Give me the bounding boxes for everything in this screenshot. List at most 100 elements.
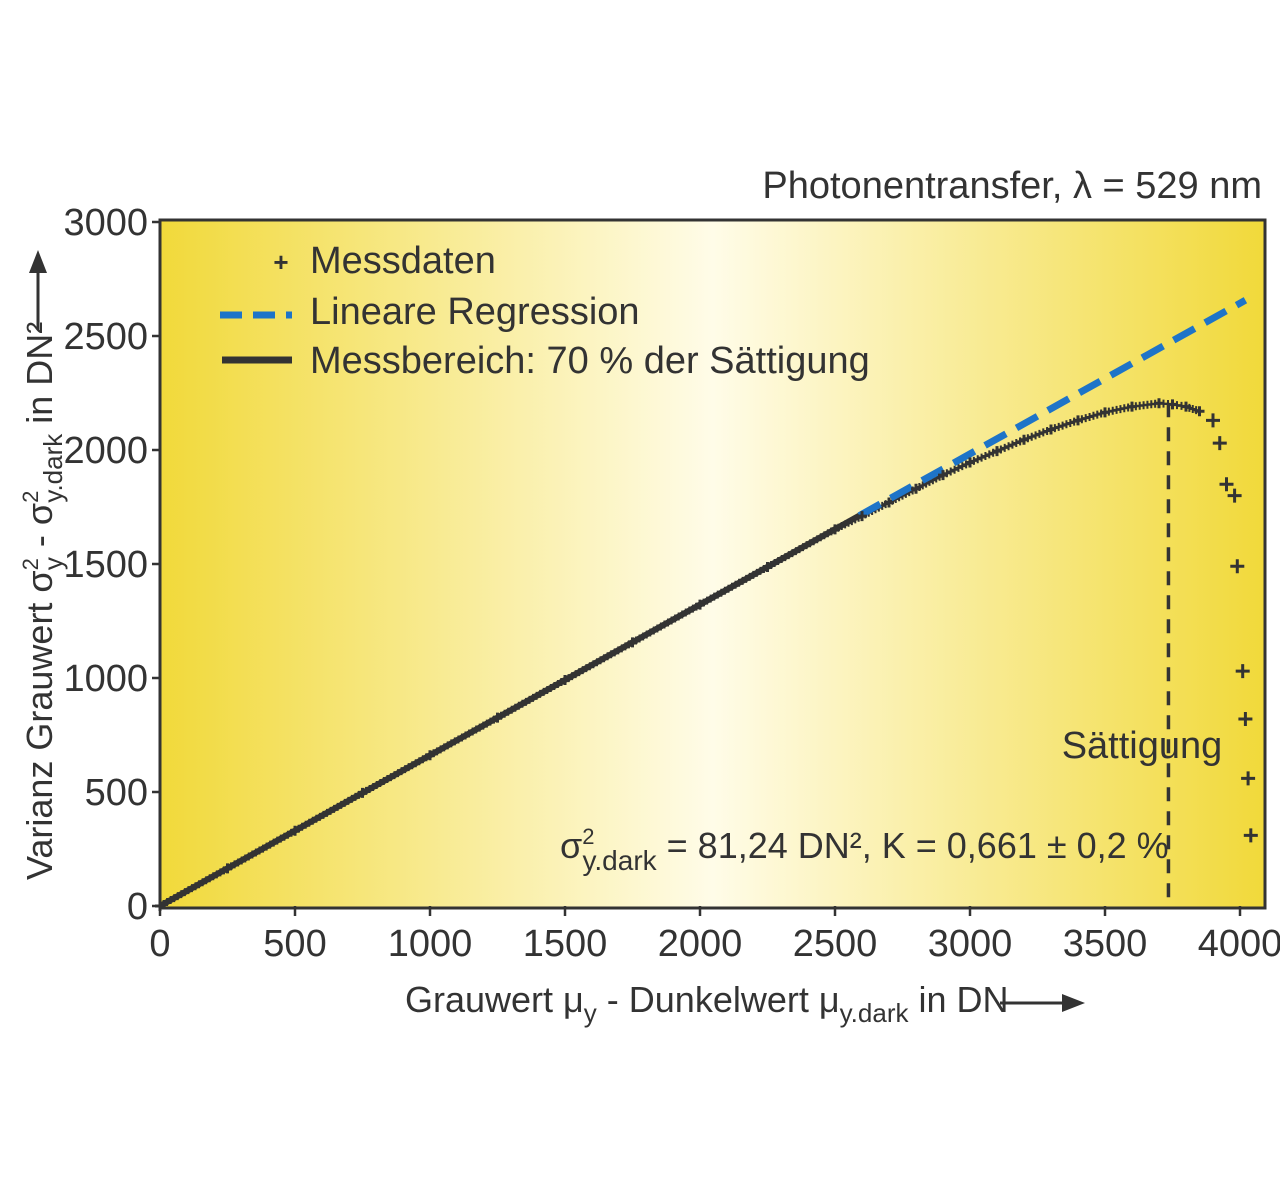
x-tick-label-1500: 1500 — [523, 923, 608, 965]
params-sup: 2 — [582, 824, 594, 849]
data-band-plus — [1062, 420, 1071, 429]
data-point — [1154, 398, 1164, 409]
data-point — [1046, 424, 1056, 435]
data-point — [1230, 559, 1245, 574]
data-point — [830, 524, 840, 535]
data-point — [1241, 771, 1256, 786]
y-tick-label-0: 0 — [127, 886, 148, 928]
y-tick-label-3000: 3000 — [63, 202, 148, 244]
data-point — [992, 446, 1002, 457]
data-point — [1243, 828, 1258, 843]
xlabel-a: Grauwert μ — [405, 979, 584, 1020]
regression-line — [857, 297, 1248, 519]
data-band-plus — [973, 455, 982, 464]
data-point — [1235, 664, 1250, 679]
data-point — [938, 470, 948, 481]
data-point — [1073, 415, 1083, 426]
data-band-plus — [1008, 440, 1017, 449]
params-rest: = 81,24 DN², K = 0,661 ± 0,2 % — [657, 825, 1169, 866]
data-point — [1219, 477, 1234, 492]
ylabel-a-sup: 2 — [18, 558, 43, 570]
saturation-label: Sättigung — [1062, 725, 1223, 767]
data-point — [627, 637, 638, 648]
x-axis-arrow-icon — [1000, 994, 1085, 1012]
data-band-plus — [1031, 431, 1040, 440]
y-tick-label-500: 500 — [85, 772, 148, 814]
legend-label-messbereich: Messbereich: 70 % der Sättigung — [310, 340, 870, 382]
legend: + Messdaten Lineare Regression Messberei… — [220, 240, 870, 382]
y-tick-label-1500: 1500 — [63, 544, 148, 586]
messbereich-line — [158, 513, 861, 909]
legend-marker-plus: + — [273, 247, 288, 277]
data-band-plus — [985, 450, 994, 459]
data-point — [290, 825, 300, 836]
ylabel-b-sub: y.dark — [38, 433, 68, 503]
data-point — [884, 497, 894, 508]
data-band-plus — [1066, 418, 1075, 427]
data-point — [1227, 488, 1242, 503]
data-marks — [155, 297, 1258, 911]
legend-label-messdaten: Messdaten — [310, 240, 496, 282]
legend-label-regression: Lineare Regression — [310, 291, 640, 333]
x-axis-label: Grauwert μy - Dunkelwert μy.dark in DN — [405, 979, 1009, 1028]
y-tick-label-1000: 1000 — [63, 658, 148, 700]
data-point — [1206, 413, 1220, 428]
data-point — [762, 561, 773, 572]
data-point — [1127, 401, 1137, 412]
data-point — [222, 863, 233, 874]
params-sub: y.dark — [582, 845, 657, 876]
data-point — [560, 675, 570, 686]
ylabel-c: in DN² — [19, 322, 60, 434]
data-point — [965, 457, 975, 468]
data-point — [155, 901, 165, 911]
y-axis-label: Varianz Grauwert σ2y - σ2y.dark in DN² — [18, 322, 68, 880]
data-band-plus — [1085, 412, 1094, 421]
ylabel-a: Varianz Grauwert σ — [19, 570, 60, 880]
data-point — [695, 599, 705, 610]
data-point — [1181, 401, 1191, 412]
data-point — [1212, 436, 1227, 451]
data-point — [1100, 407, 1110, 418]
y-axis-arrow-icon — [29, 250, 47, 330]
data-point — [1194, 406, 1205, 417]
x-tick-label-2000: 2000 — [658, 923, 743, 965]
xlabel-a-sub: y — [584, 998, 597, 1028]
parameters-annotation: σ2 y.dark = 81,24 DN², K = 0,661 ± 0,2 % — [560, 824, 1169, 876]
data-band-plus — [1004, 442, 1013, 451]
params-sigma: σ — [560, 825, 582, 866]
xlabel-b-sub: y.dark — [840, 998, 910, 1028]
data-band-plus — [1035, 429, 1044, 438]
y-tick-label-2000: 2000 — [63, 430, 148, 472]
chart-title: Photonentransfer, λ = 529 nm — [762, 165, 1262, 207]
data-band-plus — [1039, 428, 1048, 437]
data-band-plus — [1054, 422, 1063, 431]
x-tick-label-2500: 2500 — [793, 923, 878, 965]
x-tick-label-3000: 3000 — [928, 923, 1013, 965]
plot-area — [158, 218, 1267, 910]
data-band-plus — [1081, 414, 1090, 423]
y-tick-label-2500: 2500 — [63, 316, 148, 358]
xlabel-b: - Dunkelwert μ — [597, 979, 840, 1020]
data-band-plus — [1058, 421, 1067, 430]
data-band-plus — [1093, 410, 1102, 419]
data-band-plus — [981, 452, 990, 461]
data-point — [911, 483, 921, 494]
ylabel-b-sup: 2 — [18, 491, 43, 503]
data-band-plus — [1027, 432, 1036, 441]
data-band-plus — [1012, 438, 1021, 447]
x-tick-label-3500: 3500 — [1063, 923, 1148, 965]
y-axis-ticks: 0 500 1000 1500 2000 2500 3000 — [63, 202, 160, 928]
data-point — [1019, 434, 1029, 445]
x-tick-label-4000: 4000 — [1198, 923, 1280, 965]
ylabel-b: - σ — [19, 503, 60, 557]
data-band-plus — [1089, 411, 1098, 420]
x-tick-label-500: 500 — [263, 923, 326, 965]
ylabel-a-sub: y — [38, 557, 68, 570]
data-point — [425, 750, 435, 761]
data-point — [492, 712, 503, 723]
x-axis-ticks: 0 500 1000 1500 2000 2500 3000 3500 4000 — [149, 906, 1280, 965]
data-point — [357, 787, 368, 798]
data-point — [1238, 712, 1253, 727]
data-band-plus — [977, 453, 986, 462]
